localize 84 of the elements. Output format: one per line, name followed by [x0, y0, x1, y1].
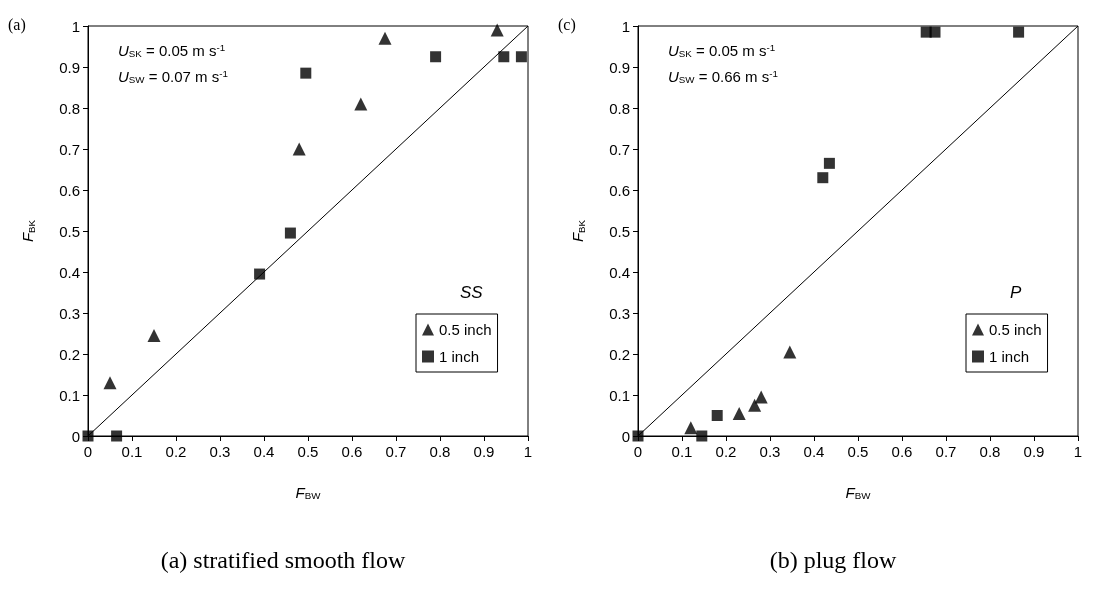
y-tick-label: 0.7 — [609, 140, 630, 158]
x-tick-label: 0.9 — [473, 443, 495, 460]
point — [748, 398, 762, 412]
legend-title: P — [1010, 283, 1022, 302]
point — [1013, 26, 1025, 38]
x-tick-label: 0.2 — [165, 443, 187, 460]
x-tick-label: 0.2 — [715, 443, 737, 460]
chart-title: (c) — [558, 15, 576, 34]
point — [354, 97, 368, 111]
y-tick-label: 0 — [621, 427, 630, 445]
point — [498, 51, 510, 63]
x-axis-title: FBW — [845, 483, 872, 502]
y-tick-label: 0.3 — [59, 304, 80, 322]
point — [754, 390, 768, 404]
y-tick-label: 0.8 — [59, 99, 80, 117]
legend-title: SS — [460, 283, 484, 302]
point — [103, 376, 117, 390]
point — [823, 157, 835, 169]
y-tick-label: 0.1 — [609, 386, 630, 404]
y-tick-label: 0.4 — [609, 263, 630, 281]
point — [111, 430, 123, 442]
point — [147, 329, 161, 343]
x-tick-label: 0.8 — [429, 443, 451, 460]
point — [696, 430, 708, 442]
y-tick-label: 0.5 — [609, 222, 630, 240]
point — [430, 51, 442, 63]
x-tick-label: 0.4 — [253, 443, 275, 460]
point — [300, 67, 312, 79]
point — [254, 268, 266, 280]
x-tick-label: 0.3 — [209, 443, 231, 460]
y-tick-label: 0.6 — [59, 181, 80, 199]
point — [817, 172, 829, 184]
x-tick-label: 0.9 — [1023, 443, 1045, 460]
y-axis-title: FBK — [19, 219, 37, 243]
x-tick-label: 0.5 — [297, 443, 319, 460]
point — [684, 421, 698, 435]
text: (a) stratified smooth flow — [160, 547, 406, 573]
x-tick-label: 0.3 — [759, 443, 781, 460]
y-tick-label: 0.8 — [609, 99, 630, 117]
y-tick-label: 0.4 — [59, 263, 80, 281]
point — [711, 410, 723, 421]
y-tick-label: 1 — [71, 17, 80, 35]
y-tick-label: 0.2 — [609, 345, 630, 363]
legend-label: 0.5 inch — [439, 321, 492, 338]
legend-label: 0.5 inch — [989, 321, 1042, 338]
x-tick-label: 0.6 — [341, 443, 363, 460]
point — [82, 430, 94, 442]
x-tick-label: 0.5 — [847, 443, 869, 460]
y-tick-label: 1 — [621, 17, 630, 35]
x-tick-label: 0.1 — [121, 443, 143, 460]
x-axis-title: FBW — [295, 483, 322, 502]
point — [292, 142, 306, 156]
y-tick-label: 0.2 — [59, 345, 80, 363]
point — [783, 345, 797, 359]
x-tick-label: 0.4 — [803, 443, 825, 460]
point — [378, 31, 392, 45]
point — [490, 23, 504, 37]
y-tick-label: 0.5 — [59, 222, 80, 240]
x-tick-label: 0.8 — [979, 443, 1001, 460]
y-tick-label: 0.6 — [609, 181, 630, 199]
y-tick-label: 0.3 — [609, 304, 630, 322]
y-tick-label: 0 — [71, 427, 80, 445]
point — [515, 51, 527, 63]
legend-label: 1 inch — [989, 348, 1030, 365]
x-tick-label: 0.1 — [671, 443, 693, 460]
y-tick-label: 0.1 — [59, 386, 80, 404]
y-axis-title: FBK — [569, 219, 587, 243]
point — [284, 227, 296, 239]
y-tick-label: 0.9 — [59, 58, 80, 76]
y-tick-label: 0.9 — [609, 58, 630, 76]
x-tick-label: 0 — [633, 443, 643, 460]
x-tick-label: 0.6 — [891, 443, 913, 460]
x-tick-label: 0 — [83, 443, 93, 460]
x-tick-label: 1 — [523, 443, 533, 460]
y-tick-label: 0.7 — [59, 140, 80, 158]
text: (b) plug flow — [769, 547, 897, 573]
chart-title: (a) — [8, 15, 26, 34]
legend-label: 1 inch — [439, 348, 480, 365]
x-tick-label: 0.7 — [935, 443, 957, 460]
point — [732, 406, 746, 420]
point — [632, 430, 644, 442]
point — [929, 26, 941, 38]
x-tick-label: 0.7 — [385, 443, 407, 460]
x-tick-label: 1 — [1073, 443, 1083, 460]
